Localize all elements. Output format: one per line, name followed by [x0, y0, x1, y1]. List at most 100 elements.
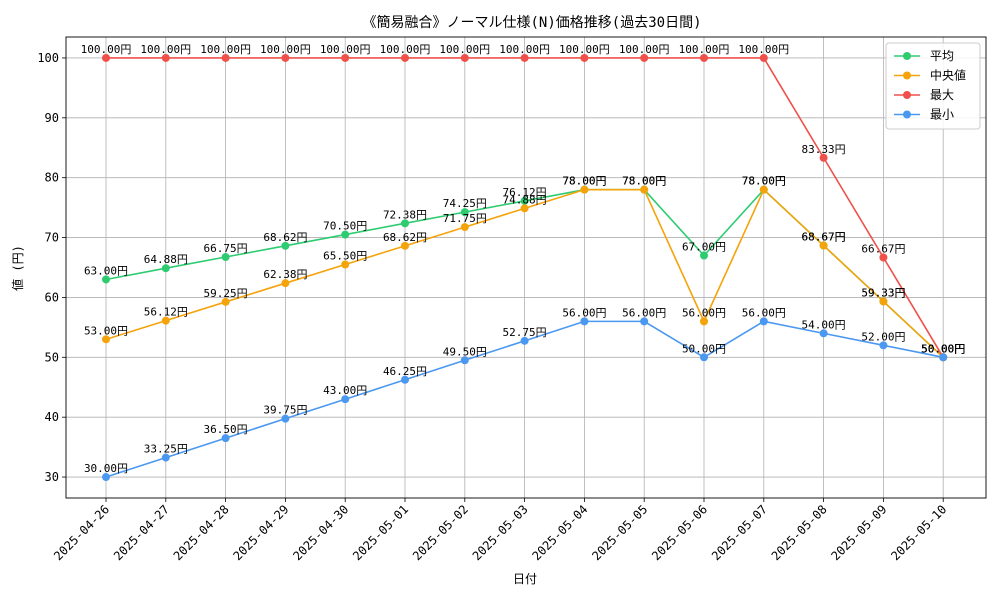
data-point: [460, 223, 469, 232]
data-label: 56.00円: [622, 306, 666, 319]
data-label: 76.12円: [503, 186, 547, 199]
data-point: [161, 316, 170, 325]
data-label: 100.00円: [81, 43, 132, 56]
data-label: 50.00円: [682, 342, 726, 355]
x-tick-label: 2025-05-10: [888, 502, 949, 563]
data-label: 67.00円: [682, 241, 726, 254]
data-label: 83.33円: [802, 143, 846, 156]
data-label: 56.00円: [682, 306, 726, 319]
data-point: [520, 196, 529, 205]
data-point: [281, 53, 290, 62]
data-label: 68.62円: [263, 231, 307, 244]
data-point: [580, 317, 589, 326]
y-tick-label: 40: [45, 410, 59, 424]
data-label: 100.00円: [738, 43, 789, 56]
data-point: [401, 219, 409, 228]
data-point: [161, 453, 170, 462]
data-label: 100.00円: [260, 43, 311, 56]
data-label: 100.00円: [559, 43, 610, 56]
x-tick-label: 2025-04-27: [111, 502, 172, 563]
data-point: [102, 53, 110, 62]
y-tick-label: 50: [45, 350, 59, 364]
data-label: 78.00円: [622, 175, 666, 188]
data-label: 49.50円: [443, 345, 487, 358]
data-point: [759, 185, 768, 194]
data-label: 39.75円: [263, 404, 307, 417]
legend-box: [885, 42, 981, 130]
data-label: 43.00円: [323, 384, 367, 397]
legend-label: 平均: [930, 49, 954, 63]
data-point: [221, 53, 230, 62]
x-tick-label: 2025-05-08: [769, 502, 830, 563]
x-tick-label: 2025-04-26: [51, 502, 112, 563]
data-label: 33.25円: [144, 443, 188, 456]
chart-title: 《簡易融合》ノーマル仕様(N)価格推移(過去30日間): [363, 15, 702, 31]
data-point: [460, 53, 469, 62]
data-label: 78.00円: [622, 175, 666, 188]
data-label: 50.00円: [921, 342, 965, 355]
data-point: [102, 335, 110, 344]
data-point: [281, 241, 290, 250]
data-label: 56.00円: [562, 306, 606, 319]
data-label: 63.00円: [84, 264, 128, 277]
data-label: 68.62円: [383, 231, 427, 244]
data-point: [879, 297, 888, 306]
y-tick-label: 70: [45, 231, 59, 245]
legend-swatch-marker: [903, 71, 911, 80]
data-label: 46.25円: [383, 365, 427, 378]
data-label: 100.00円: [499, 43, 550, 56]
data-point: [401, 375, 409, 384]
data-point: [460, 208, 469, 217]
y-tick-label: 90: [45, 111, 59, 125]
data-point: [640, 185, 649, 194]
data-point: [102, 473, 110, 482]
data-point: [640, 317, 649, 326]
data-label: 65.50円: [323, 250, 367, 263]
data-point: [520, 336, 529, 345]
data-label: 50.00円: [921, 342, 965, 355]
data-point: [341, 260, 350, 269]
y-tick-label: 100: [37, 51, 59, 65]
data-label: 56.00円: [742, 306, 786, 319]
data-point: [580, 185, 589, 194]
x-tick-label: 2025-05-03: [470, 502, 531, 563]
data-label: 70.50円: [323, 220, 367, 233]
data-label: 74.25円: [443, 197, 487, 210]
data-label: 50.00円: [921, 342, 965, 355]
data-point: [341, 53, 350, 62]
data-point: [700, 53, 708, 62]
data-label: 100.00円: [140, 43, 191, 56]
data-point: [401, 241, 409, 250]
data-label: 66.67円: [861, 243, 905, 256]
legend-label: 最大: [930, 88, 954, 102]
data-label: 100.00円: [380, 43, 431, 56]
data-point: [700, 317, 708, 326]
data-label: 78.00円: [562, 175, 606, 188]
legend-label: 中央値: [930, 68, 966, 83]
data-point: [281, 414, 290, 423]
y-tick-label: 30: [45, 470, 59, 484]
data-point: [759, 317, 768, 326]
data-point: [341, 395, 350, 404]
data-point: [879, 341, 888, 350]
x-tick-label: 2025-05-06: [649, 502, 710, 563]
y-tick-label: 80: [45, 171, 59, 185]
data-point: [879, 253, 888, 262]
data-label: 52.75円: [503, 326, 547, 339]
data-point: [819, 241, 828, 250]
x-tick-label: 2025-05-09: [829, 502, 890, 563]
data-label: 53.00円: [84, 324, 128, 337]
x-tick-label: 2025-05-05: [589, 502, 650, 563]
data-label: 62.38円: [263, 268, 307, 281]
legend-swatch-marker: [903, 110, 911, 119]
data-point: [221, 434, 230, 443]
data-label: 72.38円: [383, 208, 427, 221]
data-point: [520, 53, 529, 62]
data-label: 78.00円: [742, 175, 786, 188]
data-point: [401, 53, 409, 62]
data-label: 71.75円: [443, 212, 487, 225]
x-tick-label: 2025-04-28: [171, 502, 232, 563]
x-tick-label: 2025-04-30: [290, 502, 351, 563]
